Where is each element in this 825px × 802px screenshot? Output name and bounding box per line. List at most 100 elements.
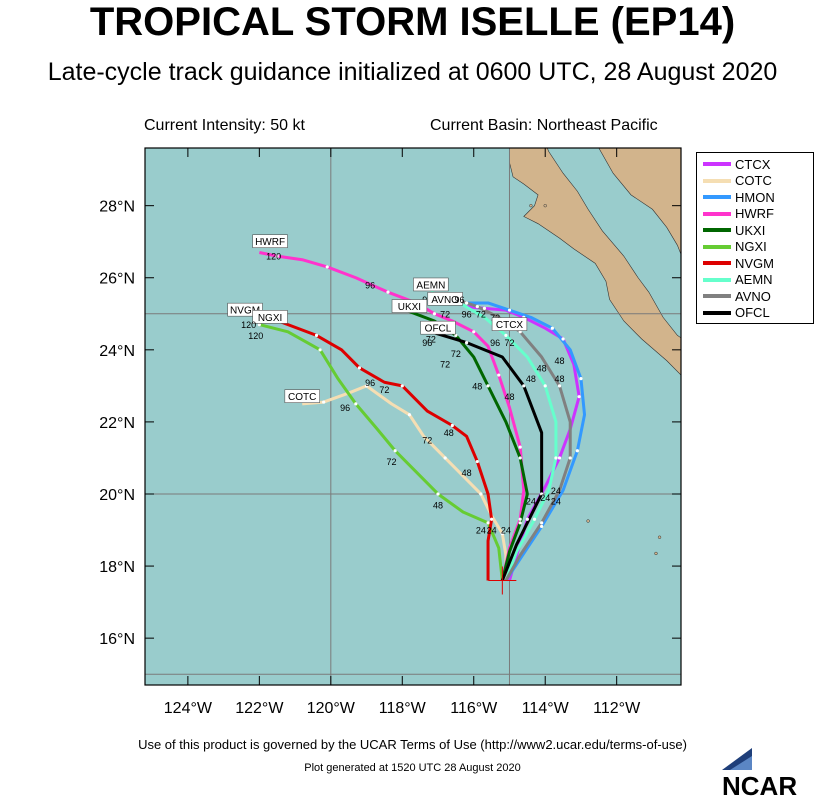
legend-item-ofcl: OFCL: [703, 305, 770, 320]
model-label-box: [491, 317, 528, 331]
forecast-hour-label: 72: [379, 385, 389, 395]
track-point-hwrf: [472, 330, 476, 334]
forecast-hour-label: 24: [501, 526, 511, 536]
track-point-cotc: [479, 492, 483, 496]
track-point-ngxi: [354, 402, 358, 406]
x-tick-label: 122°W: [235, 700, 284, 717]
track-line-hwrf: [259, 251, 526, 581]
track-point-hmon: [579, 377, 583, 381]
forecast-hour-label: 24: [476, 526, 486, 536]
forecast-hour-label: 48: [433, 500, 443, 510]
track-point-nvgm: [357, 366, 361, 370]
legend-item-hmon: HMON: [703, 190, 775, 205]
legend-label: NGXI: [735, 239, 767, 254]
land-mainland-mexico: [598, 148, 681, 256]
track-point-ngxi: [436, 492, 440, 496]
legend-swatch: [703, 162, 731, 166]
ncar-logo-mark: [722, 748, 752, 771]
track-line-avno: [455, 297, 572, 582]
legend-label: AEMN: [735, 272, 773, 287]
track-line-cotc: [302, 384, 508, 581]
legend-swatch: [703, 310, 731, 315]
plot-frame: [144, 147, 682, 686]
forecast-hour-label: 24: [487, 526, 497, 536]
y-tick-label: 16°N: [99, 631, 135, 648]
forecast-hour-label: 96: [462, 309, 472, 319]
x-tick-label: 120°W: [307, 700, 356, 717]
model-name-label: UKXI: [398, 302, 421, 313]
model-name-label: AEMN: [416, 280, 445, 291]
forecast-hour-label: 48: [554, 374, 564, 384]
track-point-cotc: [407, 413, 412, 417]
forecast-hour-label: 96: [365, 280, 375, 290]
legend-label: UKXI: [735, 222, 766, 238]
land-island: [586, 519, 590, 523]
land-island: [529, 204, 533, 208]
model-label-box: [252, 310, 288, 324]
forecast-hour-label: 24: [551, 497, 561, 507]
legend-item-ukxi: UKXI: [703, 222, 766, 238]
ncar-logo-text: NCAR: [722, 771, 798, 801]
forecast-hour-label: 120: [241, 320, 256, 330]
legend-item-cotc: COTC: [703, 173, 772, 188]
forecast-hour-label: 96: [454, 295, 464, 305]
track-point-ctcx: [577, 395, 581, 399]
model-label-box: [420, 320, 456, 335]
forecast-hour-label: 72: [451, 349, 461, 359]
y-tick-label: 28°N: [99, 199, 135, 216]
track-line-ofcl: [430, 330, 544, 582]
track-point-ngxi: [257, 322, 261, 327]
track-point-avno: [540, 521, 544, 525]
model-name-label: HWRF: [255, 237, 285, 248]
current-intensity: Current Intensity: 50 kt: [144, 117, 305, 134]
forecast-hour-label: 96: [422, 295, 432, 305]
track-point-cotc: [364, 384, 369, 388]
track-point-nvgm: [400, 384, 404, 388]
track-point-hwrf: [497, 373, 501, 377]
forecast-hour-label: 48: [472, 381, 482, 391]
track-point-aemn: [532, 517, 537, 521]
model-name-label: AVNO: [431, 295, 459, 306]
x-tick-label: 118°W: [379, 700, 427, 717]
model-label-box: [427, 292, 463, 306]
x-tick-label: 112°W: [593, 700, 641, 717]
legend-swatch: [703, 211, 731, 216]
track-point-aemn: [543, 384, 547, 388]
forecast-hour-label: 72: [440, 360, 450, 370]
model-label-box: [284, 389, 320, 403]
track-point-hmon: [575, 449, 579, 453]
track-point-nvgm: [450, 423, 454, 428]
track-map: HWRF12096AEMN96AVNO96UKXI72967272NVGMNGX…: [99, 147, 682, 717]
x-tick-label: 124°W: [164, 700, 213, 717]
land-island: [654, 551, 658, 556]
forecast-hour-label: 96: [422, 338, 432, 348]
generated-notice: Plot generated at 1520 UTC 28 August 202…: [304, 762, 521, 774]
track-point-ngxi: [393, 449, 397, 453]
forecast-hour-label: 96: [365, 378, 375, 388]
track-point-ukxi: [518, 456, 522, 460]
forecast-hour-label: 48: [504, 392, 514, 402]
track-point-nvgm: [490, 517, 494, 521]
model-label-box: [413, 277, 449, 292]
legend-item-ngxi: NGXI: [703, 239, 767, 254]
forecast-hour-label: 72: [387, 457, 397, 467]
legend-swatch: [703, 261, 731, 265]
track-point-ukxi: [486, 384, 490, 388]
forecast-hour-label: 72: [504, 338, 514, 348]
land-baja-california: [509, 148, 681, 376]
forecast-hour-label: 96: [340, 403, 350, 413]
plot-area: HWRF12096AEMN96AVNO96UKXI72967272NVGMNGX…: [145, 148, 681, 685]
legend-item-nvgm: NVGM: [703, 256, 774, 271]
track-line-nvgm: [258, 312, 494, 581]
track-point-hmon: [507, 308, 512, 312]
legend-label: AVNO: [735, 288, 771, 304]
track-point-hwrf: [432, 312, 437, 316]
track-point-ofcl: [540, 492, 544, 496]
track-point-avno: [475, 304, 479, 309]
forecast-hour-label: 48: [444, 428, 454, 438]
legend-item-hwrf: HWRF: [703, 206, 774, 221]
track-point-cotc: [443, 456, 447, 460]
track-point-ctcx: [561, 337, 565, 341]
track-point-avno: [568, 456, 572, 460]
forecast-hour-label: 48: [462, 468, 472, 478]
